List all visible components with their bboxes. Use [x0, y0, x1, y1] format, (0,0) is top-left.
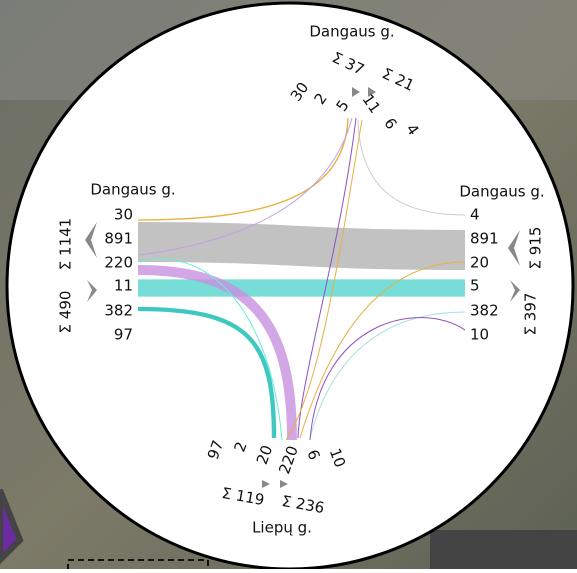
road-total: Σ 1141	[57, 218, 75, 270]
road-name: Dangaus g.	[459, 183, 544, 201]
flow-count: 97	[204, 438, 227, 462]
flow	[309, 311, 466, 439]
map-shape	[430, 530, 577, 569]
flow	[139, 258, 283, 441]
map-shape	[0, 488, 24, 565]
arrow	[510, 280, 520, 302]
flow-count: 4	[470, 206, 480, 224]
road-name: Liepų g.	[252, 519, 312, 537]
arrow	[262, 480, 270, 488]
flow-count: 891	[470, 230, 499, 248]
flow-count: 891	[104, 230, 133, 248]
road-total: Σ 915	[527, 227, 545, 270]
arrow	[368, 87, 376, 97]
flow	[285, 119, 363, 441]
direction-arrows	[85, 87, 520, 488]
road-name: Dangaus g.	[309, 23, 394, 41]
arrow	[508, 230, 520, 266]
flow-count: 20	[470, 254, 489, 272]
flow	[357, 119, 466, 216]
arrow	[352, 87, 360, 97]
flow-count: 220	[104, 254, 133, 272]
flow-count: 11	[114, 277, 133, 295]
flow	[139, 117, 353, 256]
flow-count: 10	[326, 446, 349, 470]
arrow	[85, 222, 97, 258]
flow	[137, 221, 466, 271]
road-total: Σ 397	[522, 293, 540, 336]
flow-count: 10	[470, 326, 489, 344]
flow	[299, 261, 466, 439]
flow-count: 382	[104, 302, 133, 320]
flow-count: 5	[470, 277, 480, 295]
flow-count: 30	[114, 206, 133, 224]
flow-count: 382	[470, 302, 499, 320]
flow	[137, 306, 277, 439]
flow-count: 20	[253, 443, 276, 467]
flow	[137, 265, 297, 441]
flows	[137, 117, 466, 441]
road-name: Dangaus g.	[90, 181, 175, 199]
flow	[137, 117, 349, 221]
road-total: Σ 490	[57, 291, 75, 334]
arrow	[280, 480, 288, 488]
arrow	[87, 280, 97, 302]
flow	[309, 317, 466, 441]
flow-count: 97	[114, 326, 133, 344]
